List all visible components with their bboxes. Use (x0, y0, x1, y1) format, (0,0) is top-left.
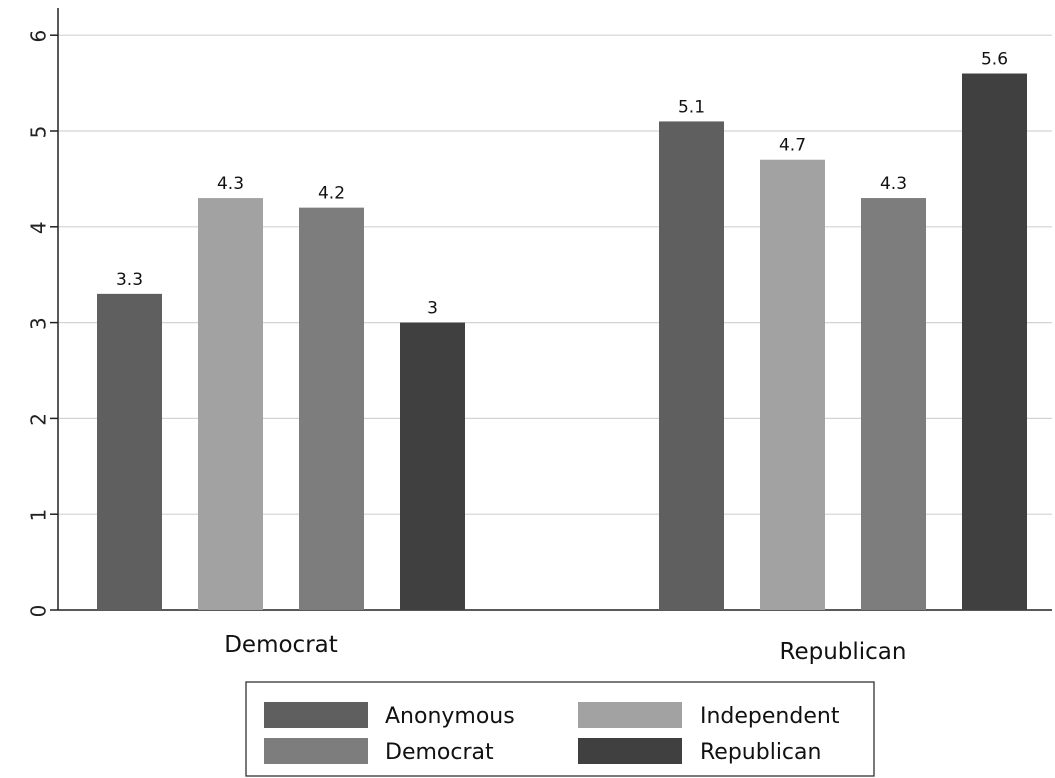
bar-anonymous-republican (659, 121, 724, 611)
legend-entry: Democrat (385, 740, 494, 765)
bar-democrat-republican (861, 198, 926, 610)
legend-swatch (264, 702, 368, 728)
legend-swatch (578, 702, 682, 728)
bar-democrat-democrat (299, 207, 364, 610)
category-labels: Democrat Republican (224, 632, 906, 665)
data-label: 3.3 (116, 270, 143, 290)
bar-anonymous-democrat (97, 293, 162, 610)
y-tick-label: 4 (27, 221, 51, 234)
bar-republican-democrat (400, 322, 465, 610)
y-tick-label: 0 (27, 605, 51, 618)
category-label: Democrat (224, 632, 338, 658)
y-tick-label: 6 (27, 30, 51, 43)
data-label: 4.2 (318, 184, 345, 204)
y-tick-label: 5 (27, 126, 51, 139)
y-tick-label: 3 (27, 317, 51, 330)
bar-independent-republican (760, 159, 825, 611)
data-label: 5.1 (678, 97, 705, 117)
data-label: 4.7 (779, 136, 806, 156)
legend: Anonymous Independent Democrat Republican (245, 681, 875, 777)
legend-entry: Republican (700, 740, 821, 765)
data-label: 3 (427, 299, 438, 319)
data-label: 4.3 (217, 174, 244, 194)
data-label: 4.3 (880, 174, 907, 194)
bar-republican-republican (962, 73, 1027, 610)
value-labels: 3.3 4.3 4.2 3 5.1 4.7 4.3 5.6 (116, 50, 1008, 319)
data-label: 5.6 (981, 50, 1008, 70)
y-tick-label: 1 (27, 509, 51, 522)
category-label: Republican (780, 639, 907, 665)
legend-swatch (264, 738, 368, 764)
y-tick-label: 2 (27, 413, 51, 426)
legend-entry: Anonymous (385, 704, 515, 729)
bar-independent-democrat (198, 198, 263, 610)
legend-swatch (578, 738, 682, 764)
legend-entry: Independent (700, 704, 840, 729)
bars (97, 73, 1027, 611)
